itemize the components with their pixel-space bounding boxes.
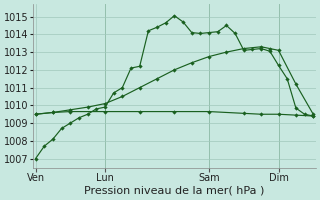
X-axis label: Pression niveau de la mer( hPa ): Pression niveau de la mer( hPa ) <box>84 186 265 196</box>
